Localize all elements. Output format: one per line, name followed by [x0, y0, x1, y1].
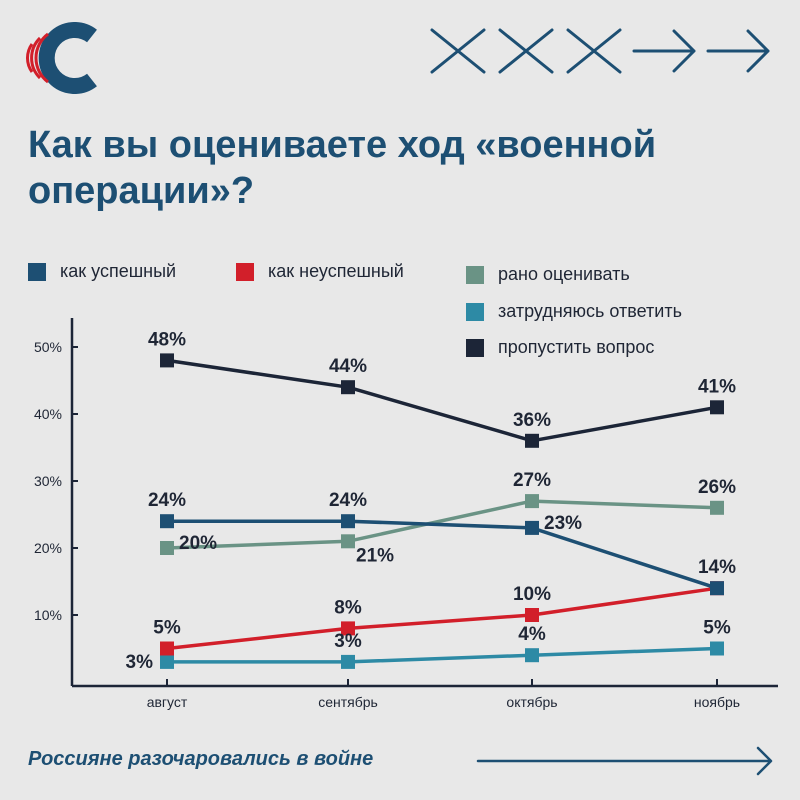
data-label: 5%: [153, 618, 181, 639]
data-point: [341, 534, 355, 549]
footer-caption: Россияне разочаровались в войне: [28, 748, 374, 770]
data-label: 4%: [518, 624, 546, 645]
arrow-right-icon: [476, 746, 773, 776]
data-point: [160, 654, 174, 669]
data-label: 24%: [148, 490, 186, 511]
y-tick-label: 10%: [34, 607, 62, 623]
data-label: 3%: [126, 652, 154, 673]
data-label: 5%: [703, 618, 731, 639]
data-label: 21%: [356, 545, 394, 566]
legend-label: как успешный: [60, 261, 177, 281]
series-line: [166, 358, 718, 443]
data-point: [710, 500, 724, 515]
legend-item-too-early: рано оценивать: [466, 264, 630, 285]
legend-label: рано оценивать: [498, 264, 630, 284]
data-label: 3%: [334, 631, 362, 652]
data-label: 24%: [329, 490, 367, 511]
data-point: [160, 641, 174, 656]
data-point: [710, 641, 724, 656]
legend-item-successful: как успешный: [28, 261, 176, 282]
series-line: [167, 519, 718, 590]
data-point: [160, 541, 174, 555]
series-line: [166, 499, 718, 550]
x-tick-label: сентябрь: [318, 694, 378, 710]
series-line: [166, 586, 718, 651]
x-tick-label: октябрь: [506, 694, 557, 710]
x-tick-label: август: [147, 694, 188, 710]
y-tick-label: 50%: [34, 339, 62, 355]
data-label: 48%: [148, 329, 186, 350]
x-tick-label: ноябрь: [694, 694, 740, 710]
data-point: [341, 654, 355, 669]
data-point: [525, 494, 539, 509]
line-chart: 10% 20% 30% 40% 50% август сентябрь октябрь ноя…: [34, 318, 778, 710]
legend-item-unsuccessful: как неуспешный: [236, 261, 404, 282]
title-line-2: операции»?: [28, 170, 255, 212]
legend-item-skip: пропустить вопрос: [466, 337, 654, 358]
data-label: 44%: [329, 356, 367, 377]
legend-swatch: [466, 265, 484, 284]
y-tick-label: 20%: [34, 540, 62, 556]
y-tick-label: 30%: [34, 473, 62, 489]
data-point: [525, 608, 539, 622]
legend-label: как неуспешный: [268, 261, 404, 281]
legend-label: пропустить вопрос: [498, 337, 655, 357]
data-label: 23%: [544, 513, 582, 534]
data-label: 14%: [698, 557, 736, 578]
legend-item-hard-to-say: затрудняюсь ответить: [466, 301, 682, 322]
data-point: [525, 433, 539, 448]
title-line-1: Как вы оцениваете ход «военной: [28, 124, 657, 166]
legend-label: затрудняюсь ответить: [498, 301, 682, 321]
legend-swatch: [236, 262, 254, 281]
data-point: [160, 514, 174, 529]
data-label: 20%: [179, 533, 217, 554]
data-label: 41%: [698, 376, 736, 397]
data-point: [341, 621, 355, 636]
series-line: [167, 646, 718, 664]
data-point: [341, 380, 355, 395]
data-label: 10%: [513, 584, 551, 605]
y-tick-label: 40%: [34, 406, 62, 422]
data-label: 27%: [513, 470, 551, 491]
legend-swatch: [466, 338, 484, 357]
data-point: [525, 648, 539, 663]
page-title: Как вы оцениваете ход «военной операции»…: [28, 122, 768, 214]
data-point: [525, 520, 539, 535]
data-point: [341, 514, 355, 529]
data-point: [710, 581, 724, 596]
data-label: 26%: [698, 477, 736, 498]
decorative-crosses-arrows-icon: [430, 28, 770, 74]
data-label: 36%: [513, 410, 551, 431]
data-point: [710, 400, 724, 415]
legend-swatch: [466, 302, 484, 321]
legend-swatch: [28, 262, 46, 281]
logo-c-icon: [25, 22, 97, 94]
data-point: [160, 353, 174, 368]
data-label: 8%: [334, 597, 362, 618]
